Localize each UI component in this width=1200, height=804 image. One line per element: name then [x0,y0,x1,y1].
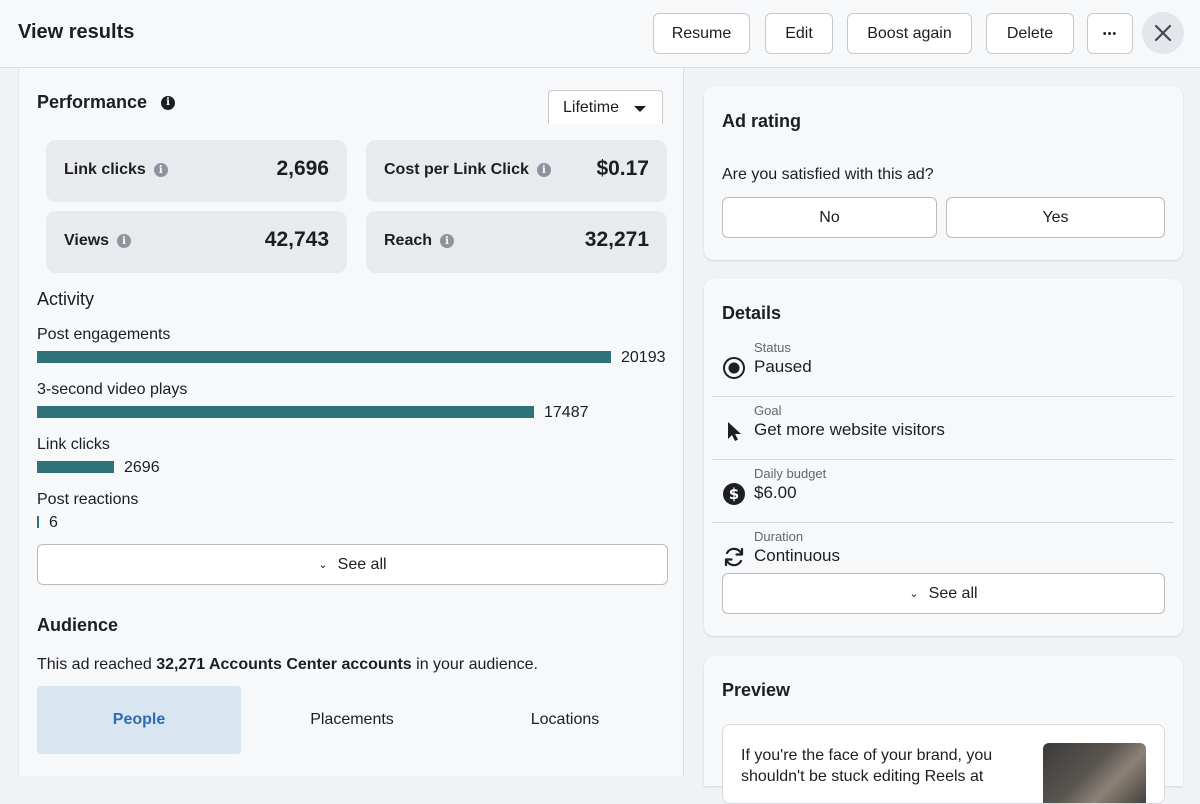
activity-bar [37,516,39,528]
radio-icon [723,357,745,379]
metric-card: Reach i 32,271 [366,211,667,273]
more-options-button[interactable]: ••• [1087,13,1133,54]
activity-bar [37,461,114,473]
no-button[interactable]: No [722,197,937,238]
activity-value: 2696 [124,459,160,476]
metric-value: 32,271 [584,228,649,251]
detail-row-duration: Duration Continuous [712,523,1174,586]
svg-text:$: $ [729,485,739,503]
close-button[interactable] [1142,12,1184,54]
metric-value: 42,743 [264,228,329,251]
details-see-all-button[interactable]: ⌄ See all [722,573,1165,614]
metric-card: Cost per Link Click i $0.17 [366,140,667,202]
tab-placements[interactable]: Placements [310,711,394,728]
detail-value: Get more website visitors [754,420,945,439]
activity-title: Activity [37,289,95,309]
activity-see-all-button[interactable]: ⌄ See all [37,544,668,585]
detail-value: Paused [754,357,812,376]
close-icon [1154,24,1172,42]
metric-card: Link clicks i 2,696 [46,140,347,202]
detail-row-status: Status Paused [712,334,1174,397]
yes-button[interactable]: Yes [946,197,1165,238]
preview-text: If you're the face of your brand, you sh… [741,747,993,785]
info-icon[interactable]: i [153,163,168,177]
date-range-value: Lifetime [563,98,620,116]
preview-thumbnail [1043,743,1146,803]
metric-label: Reach i [384,232,455,250]
metric-label: Cost per Link Click i [384,161,551,179]
info-icon[interactable]: i [440,234,455,248]
ad-rating-question: Are you satisfied with this ad? [722,166,934,183]
see-all-label: See all [337,555,387,573]
detail-row-goal: Goal Get more website visitors [712,397,1174,460]
activity-label: Post engagements [37,326,171,343]
performance-title: Performance [37,92,148,112]
tab-locations[interactable]: Locations [530,711,600,728]
ad-rating-title: Ad rating [722,111,801,131]
performance-heading: Performance i [37,92,176,113]
detail-label: Duration [754,529,804,544]
detail-row-budget: $ Daily budget $6.00 [712,460,1174,523]
activity-value: 17487 [544,404,589,421]
details-card: Details Status Paused Goal Get more webs… [704,279,1183,636]
refresh-icon [724,547,744,567]
activity-bar [37,351,611,363]
info-icon[interactable]: i [117,234,132,248]
tab-people[interactable]: People [37,686,241,754]
activity-label: Link clicks [37,436,110,453]
detail-label: Goal [754,403,782,418]
ad-rating-card: Ad rating Are you satisfied with this ad… [704,86,1183,260]
chevron-down-icon: ⌄ [909,588,919,600]
boost-again-button[interactable]: Boost again [847,13,972,54]
audience-summary: This ad reached 32,271 Accounts Center a… [37,656,538,673]
info-icon[interactable]: i [536,163,551,177]
metric-label: Link clicks i [64,161,168,179]
caret-down-icon [634,106,646,112]
date-range-select[interactable]: Lifetime [548,90,663,124]
activity-value: 20193 [621,349,666,366]
left-panel: Performance i Lifetime Link clicks i 2,69… [18,68,684,776]
page-title: View results [18,21,135,43]
detail-label: Daily budget [754,466,827,481]
header: View results Resume Edit Boost again Del… [0,0,1200,68]
edit-button[interactable]: Edit [765,13,833,54]
dollar-icon: $ [723,483,745,505]
activity-label: Post reactions [37,491,139,508]
detail-value: Continuous [754,546,841,565]
more-icon: ••• [1102,27,1118,40]
metric-value: $0.17 [596,157,649,180]
activity-value: 6 [49,514,58,531]
preview-title: Preview [722,680,791,700]
activity-bar [37,406,534,418]
metric-value: 2,696 [276,157,329,180]
cursor-icon [728,422,741,441]
chevron-down-icon: ⌄ [318,559,328,571]
activity-label: 3-second video plays [37,381,188,398]
audience-title: Audience [37,615,119,635]
detail-label: Status [754,340,791,355]
metric-label: Views i [64,232,132,250]
info-icon[interactable]: i [161,95,176,110]
details-title: Details [722,303,782,323]
preview-post[interactable]: If you're the face of your brand, you sh… [722,724,1165,804]
resume-button[interactable]: Resume [653,13,750,54]
see-all-label: See all [928,584,978,602]
detail-value: $6.00 [754,483,797,502]
metric-card: Views i 42,743 [46,211,347,273]
delete-button[interactable]: Delete [986,13,1074,54]
preview-card: Preview If you're the face of your brand… [704,656,1183,804]
